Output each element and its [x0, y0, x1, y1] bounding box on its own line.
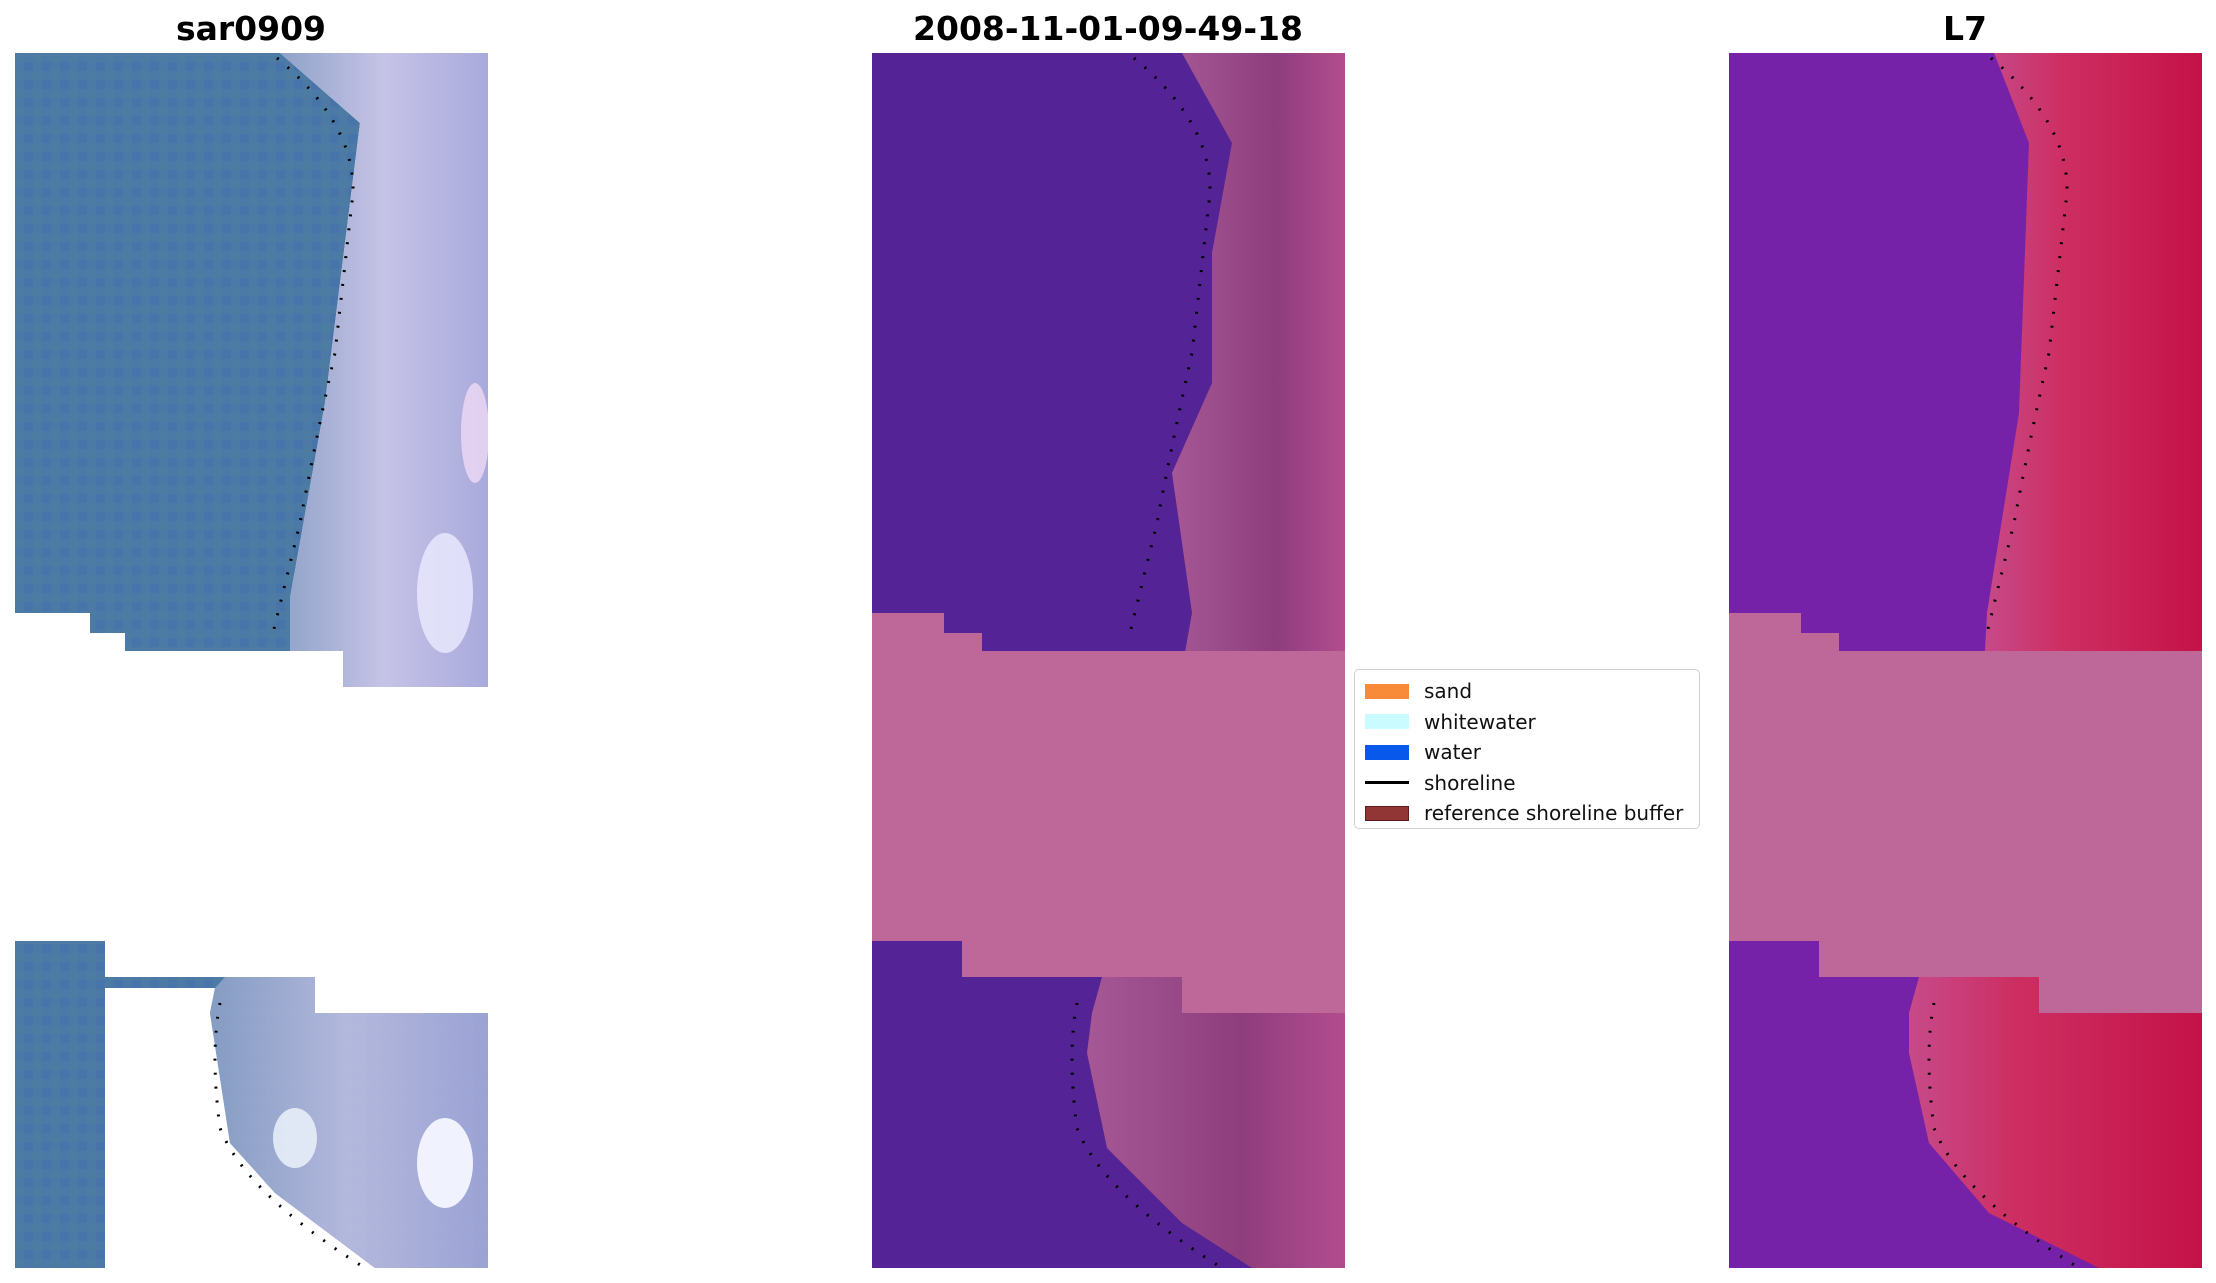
legend-item-sand: sand [1365, 676, 1689, 707]
legend-label: sand [1424, 679, 1473, 704]
legend-label: whitewater [1424, 709, 1536, 734]
legend-swatch-sand [1365, 683, 1409, 699]
beach-region-top [1172, 53, 1345, 687]
shore-region-bottom [210, 977, 488, 1268]
shore-region-top [280, 53, 488, 687]
legend-label: water [1424, 740, 1481, 765]
land-region-top [1984, 53, 2202, 687]
legend-item-reference-buffer: reference shoreline buffer [1365, 798, 1689, 829]
reference-buffer-mask [872, 613, 1345, 1013]
legend-item-shoreline: shoreline [1365, 768, 1689, 799]
rgb-image-panel [15, 53, 488, 1268]
legend-label: shoreline [1424, 770, 1516, 795]
land-region-bottom [1909, 977, 2202, 1268]
legend: sand whitewater water shoreline referenc… [1354, 669, 1700, 829]
panel-title-rgb: sar0909 [175, 9, 327, 48]
beach-region-bottom [1087, 977, 1345, 1268]
water-region-top [15, 53, 360, 651]
reference-buffer-mask [1729, 613, 2202, 1013]
legend-line-shoreline [1365, 781, 1409, 785]
legend-item-water: water [1365, 737, 1689, 768]
legend-swatch-reference-buffer [1365, 805, 1409, 821]
index-panel [1729, 53, 2202, 1268]
panel-title-index: L7 [1943, 9, 1987, 48]
legend-swatch-water [1365, 744, 1409, 760]
classification-panel [872, 53, 1345, 1268]
legend-swatch-whitewater [1365, 714, 1409, 730]
panel-title-classification: 2008-11-01-09-49-18 [913, 9, 1303, 48]
legend-item-whitewater: whitewater [1365, 707, 1689, 738]
legend-label: reference shoreline buffer [1424, 801, 1684, 826]
